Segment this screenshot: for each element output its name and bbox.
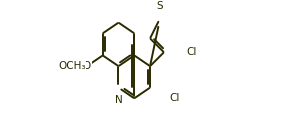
Text: S: S [157,1,164,11]
Text: O: O [83,61,91,71]
Text: Cl: Cl [186,47,196,57]
Text: N: N [115,94,122,104]
Text: Cl: Cl [169,93,179,103]
Text: OCH₃: OCH₃ [58,61,86,71]
